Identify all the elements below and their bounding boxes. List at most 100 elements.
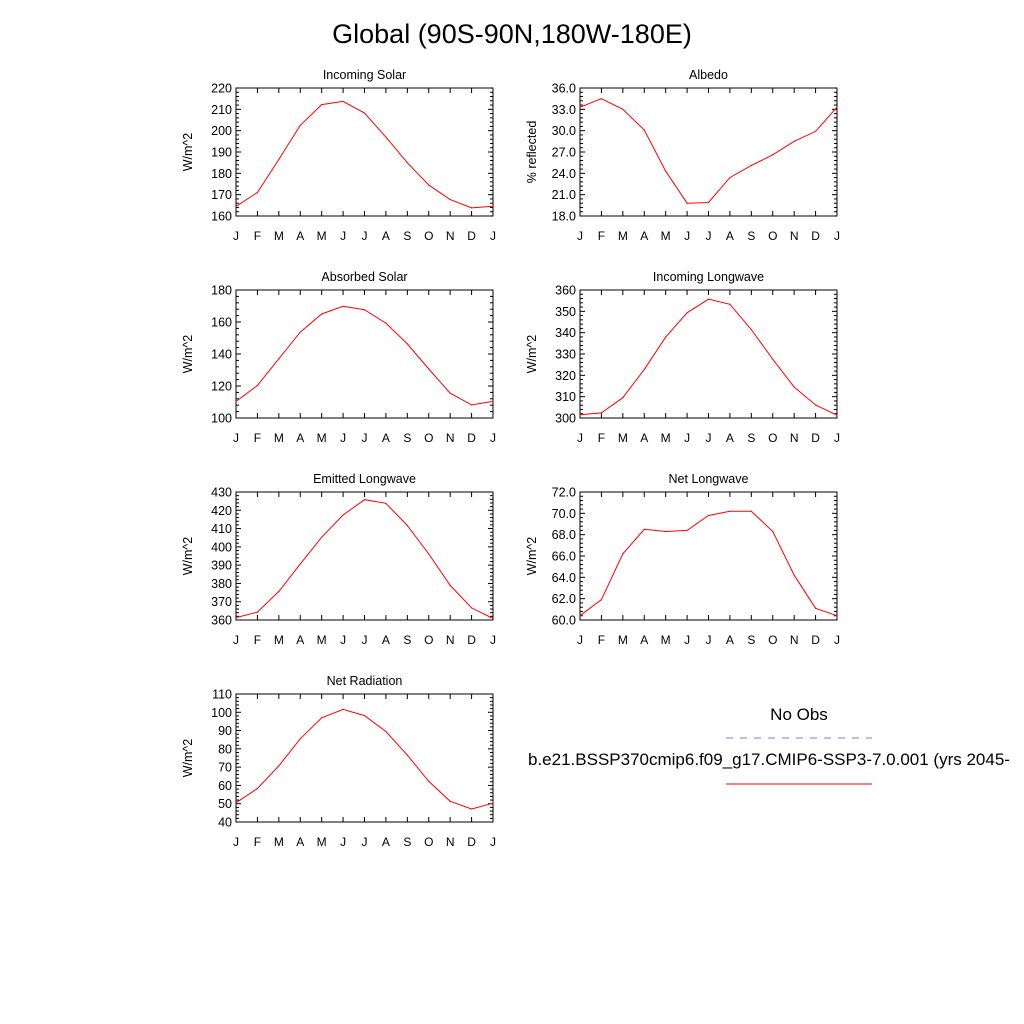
x-tick-label: A (640, 229, 648, 243)
data-point (707, 201, 710, 204)
x-tick-label: N (446, 633, 455, 647)
y-tick-label: 430 (211, 486, 232, 500)
y-tick-label: 320 (555, 369, 576, 383)
x-tick-label: S (747, 633, 755, 647)
data-point (836, 106, 838, 108)
x-tick-label: F (598, 431, 605, 445)
data-point (772, 154, 774, 156)
data-point (600, 98, 603, 100)
data-point (686, 312, 688, 314)
y-axis-label: W/m^2 (525, 537, 539, 576)
data-point (492, 617, 494, 620)
data-point (492, 205, 494, 207)
data-point (729, 177, 731, 179)
legend-case-label: b.e21.BSSP370cmip6.f09_g17.CMIP6-SSP3-7.… (528, 750, 1010, 769)
x-tick-label: N (446, 431, 455, 445)
chart-title: Net Longwave (669, 472, 749, 486)
x-tick-label: J (490, 633, 496, 647)
x-tick-label: S (403, 431, 411, 445)
x-tick-label: A (382, 835, 390, 849)
data-point (299, 124, 301, 126)
y-tick-label: 24.0 (552, 167, 576, 181)
data-point (363, 499, 366, 501)
data-point (235, 802, 237, 804)
y-tick-label: 360 (211, 614, 232, 628)
x-tick-label: J (233, 229, 239, 243)
data-point (428, 368, 430, 370)
x-tick-label: A (640, 431, 648, 445)
chart-panel-2: J F M A M J J A S O N D J18.021.024.027.030.033.036.… (525, 68, 840, 243)
data-point (342, 305, 344, 307)
chart-title: Absorbed Solar (321, 270, 407, 284)
x-tick-label: J (834, 633, 840, 647)
data-point (299, 331, 301, 333)
data-point (686, 529, 688, 532)
x-tick-label: J (706, 229, 712, 243)
data-point (665, 530, 667, 533)
x-tick-label: N (446, 229, 455, 243)
data-point (278, 358, 280, 360)
x-tick-label: J (834, 431, 840, 445)
x-tick-label: O (768, 633, 777, 647)
x-tick-label: A (296, 633, 304, 647)
y-tick-label: 36.0 (552, 82, 576, 96)
data-point (385, 136, 387, 138)
data-point (750, 164, 752, 167)
data-point (470, 404, 473, 406)
data-point (428, 780, 430, 783)
data-point (256, 384, 259, 387)
y-tick-label: 64.0 (552, 571, 576, 585)
data-point (363, 309, 366, 311)
x-tick-label: D (811, 229, 820, 243)
y-tick-label: 62.0 (552, 592, 576, 606)
y-tick-label: 390 (211, 559, 232, 573)
data-point (449, 800, 451, 802)
data-point (406, 162, 408, 164)
data-point (449, 198, 451, 201)
y-tick-label: 190 (211, 146, 232, 160)
x-tick-label: D (811, 633, 820, 647)
x-tick-label: A (726, 431, 734, 445)
y-tick-label: 400 (211, 540, 232, 554)
y-tick-label: 410 (211, 522, 232, 536)
x-tick-label: J (490, 229, 496, 243)
x-tick-label: O (424, 431, 433, 445)
x-tick-label: O (424, 633, 433, 647)
y-tick-label: 60 (218, 779, 232, 793)
x-tick-label: S (403, 633, 411, 647)
data-point (363, 714, 366, 717)
x-tick-label: M (661, 229, 671, 243)
chart-title: Emitted Longwave (313, 472, 416, 486)
y-tick-label: 330 (555, 348, 576, 362)
x-tick-label: F (254, 633, 261, 647)
x-tick-label: D (467, 835, 476, 849)
x-tick-label: A (296, 835, 304, 849)
x-tick-label: J (233, 431, 239, 445)
data-point (385, 730, 387, 733)
chart-title: Albedo (689, 68, 728, 82)
x-tick-label: F (254, 431, 261, 445)
x-tick-label: M (618, 633, 628, 647)
x-tick-label: J (340, 229, 346, 243)
y-tick-label: 210 (211, 103, 232, 117)
y-tick-label: 21.0 (552, 188, 576, 202)
data-point (643, 368, 645, 370)
series-line-1 (579, 298, 838, 416)
x-tick-label: F (254, 835, 261, 849)
x-tick-label: J (233, 835, 239, 849)
y-tick-label: 66.0 (552, 550, 576, 564)
y-tick-label: 380 (211, 577, 232, 591)
data-point (299, 738, 301, 740)
x-tick-label: F (598, 633, 605, 647)
x-tick-label: A (382, 229, 390, 243)
data-point (321, 536, 323, 538)
chart-panel-4: J F M A M J J A S O N D J300310320330340350360Incomi… (525, 270, 840, 445)
data-point (406, 754, 408, 756)
x-tick-label: J (340, 835, 346, 849)
x-tick-label: J (490, 431, 496, 445)
x-tick-label: J (490, 835, 496, 849)
data-point (470, 808, 473, 810)
data-point (686, 202, 688, 204)
x-tick-label: N (790, 431, 799, 445)
